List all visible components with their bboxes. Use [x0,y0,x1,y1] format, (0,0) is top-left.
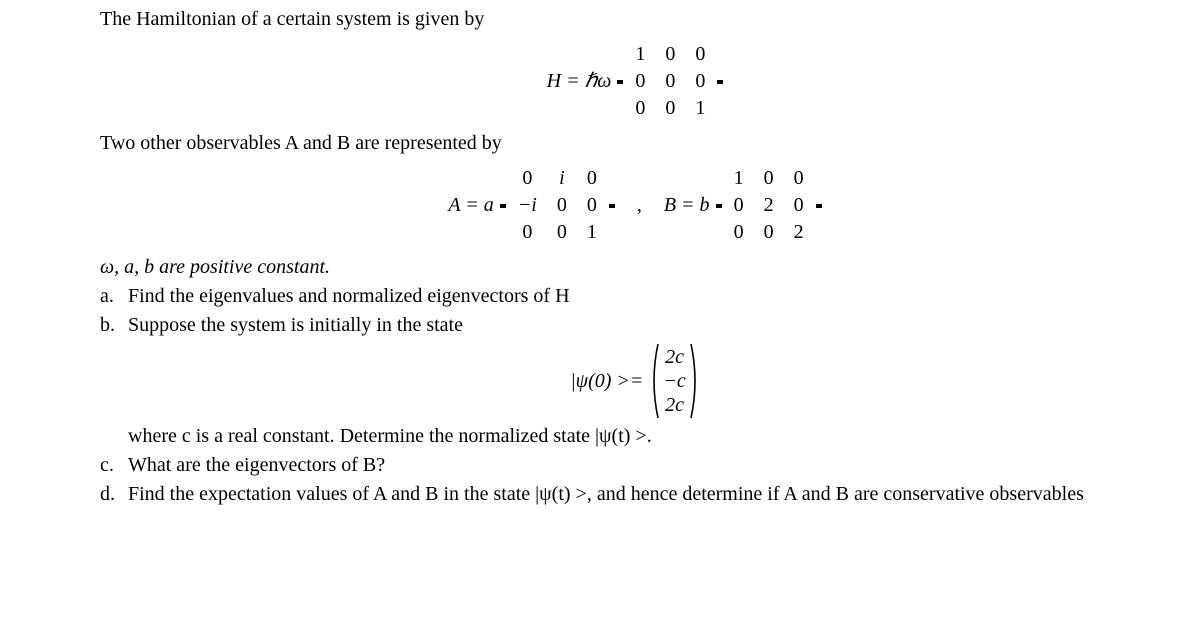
psi0-2: 2c [665,393,684,417]
item-a-label: a. [100,283,128,310]
H-lhs: H = ℏω [547,68,612,95]
B-21: 0 [754,219,784,246]
left-paren-icon [649,343,659,419]
H-01: 0 [655,41,685,68]
H-10: 0 [625,68,655,95]
A-11: 0 [547,192,577,219]
H-equation: H = ℏω 1 0 0 0 0 0 0 0 1 [100,37,1170,126]
item-c-body: What are the eigenvectors of B? [128,452,1170,479]
A-21: 0 [547,219,577,246]
psi0-equation: |ψ(0) >= 2c −c 2c [100,343,1170,419]
AB-equation-row: A = a 0 i 0 −i 0 0 0 0 [100,161,1170,250]
B-11: 2 [754,192,784,219]
H-21: 0 [655,95,685,122]
item-b-text: Suppose the system is initially in the s… [128,314,463,336]
p3: ω, a, b are positive constant. [100,256,330,278]
A-00: 0 [508,165,547,192]
H-22: 1 [685,95,715,122]
B-lhs: B = b [664,192,710,219]
question-list: a. Find the eigenvalues and normalized e… [100,283,1170,339]
B-10: 0 [724,192,754,219]
A-lhs: A = a [448,192,493,219]
item-b-label: b. [100,312,128,339]
H-12: 0 [685,68,715,95]
item-c-label: c. [100,452,128,479]
A-20: 0 [508,219,547,246]
B-22: 2 [784,219,814,246]
H-00: 1 [625,41,655,68]
H-02: 0 [685,41,715,68]
comma: , [637,192,642,219]
right-paren-icon [690,343,700,419]
item-d-label: d. [100,481,128,508]
psi0-vector: 2c −c 2c [649,343,699,419]
B-01: 0 [754,165,784,192]
item-c: c. What are the eigenvectors of B? [100,452,1170,479]
B-00: 1 [724,165,754,192]
p2-text: Two other observables A and B are repres… [100,130,1170,157]
item-d: d. Find the expectation values of A and … [100,481,1170,508]
p2: Two other observables A and B are repres… [100,132,502,154]
psi0-0: 2c [665,345,684,369]
intro-text: The Hamiltonian of a certain system is g… [100,6,1170,33]
B-02: 0 [784,165,814,192]
H-matrix: 1 0 0 0 0 0 0 0 1 [617,37,723,126]
psi0-lhs: |ψ(0) >= [570,368,643,395]
psi0-1: −c [663,369,685,393]
H-20: 0 [625,95,655,122]
A-10: −i [508,192,547,219]
question-list-2: where c is a real constant. Determine th… [100,423,1170,508]
item-a: a. Find the eigenvalues and normalized e… [100,283,1170,310]
A-22: 1 [577,219,607,246]
A-01: i [547,165,577,192]
item-d-body: Find the expectation values of A and B i… [128,481,1170,508]
item-b2-text: where c is a real constant. Determine th… [128,425,652,447]
item-c-text: What are the eigenvectors of B? [128,454,385,476]
p1: The Hamiltonian of a certain system is g… [100,8,484,30]
p3-line: ω, a, b are positive constant. [100,254,1170,281]
item-a-body: Find the eigenvalues and normalized eige… [128,283,1170,310]
B-12: 0 [784,192,814,219]
item-d-text: Find the expectation values of A and B i… [128,483,1084,505]
item-a-text: Find the eigenvalues and normalized eige… [128,285,570,307]
H-11: 0 [655,68,685,95]
B-matrix: 1 0 0 0 2 0 0 0 2 [716,161,822,250]
item-b: b. Suppose the system is initially in th… [100,312,1170,339]
item-b2-body: where c is a real constant. Determine th… [128,423,1170,450]
item-b2: where c is a real constant. Determine th… [100,423,1170,450]
A-matrix: 0 i 0 −i 0 0 0 0 1 [500,161,615,250]
B-20: 0 [724,219,754,246]
A-02: 0 [577,165,607,192]
item-b-body: Suppose the system is initially in the s… [128,312,1170,339]
A-12: 0 [577,192,607,219]
